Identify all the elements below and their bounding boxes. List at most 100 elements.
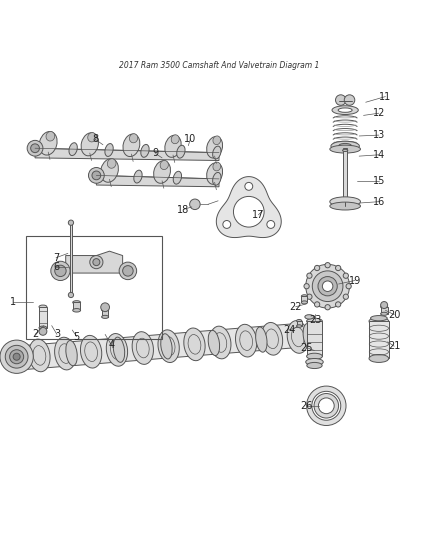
Ellipse shape (171, 135, 179, 144)
Ellipse shape (297, 325, 302, 327)
Ellipse shape (29, 339, 50, 372)
Ellipse shape (207, 163, 223, 184)
Ellipse shape (177, 146, 185, 158)
Ellipse shape (305, 314, 314, 319)
Text: 25: 25 (300, 343, 313, 352)
Polygon shape (26, 324, 298, 369)
Text: 22: 22 (290, 302, 302, 312)
Ellipse shape (105, 143, 113, 156)
Ellipse shape (130, 134, 138, 143)
Circle shape (318, 277, 337, 296)
Text: 7: 7 (53, 253, 59, 263)
Ellipse shape (94, 169, 103, 182)
Circle shape (39, 327, 47, 335)
Ellipse shape (213, 136, 221, 144)
Ellipse shape (307, 318, 322, 324)
Ellipse shape (102, 316, 109, 318)
Ellipse shape (330, 145, 360, 153)
Ellipse shape (134, 170, 142, 183)
Circle shape (381, 302, 388, 309)
Circle shape (190, 199, 200, 209)
Ellipse shape (371, 316, 387, 321)
Circle shape (101, 303, 110, 312)
Circle shape (93, 259, 100, 265)
Circle shape (314, 265, 320, 271)
Ellipse shape (343, 149, 348, 151)
Ellipse shape (256, 327, 267, 352)
Ellipse shape (261, 322, 283, 355)
Circle shape (307, 294, 312, 300)
Ellipse shape (307, 353, 322, 359)
Text: 15: 15 (373, 176, 385, 186)
Text: 17: 17 (252, 210, 265, 220)
Ellipse shape (141, 144, 149, 157)
Ellipse shape (154, 161, 170, 183)
Circle shape (68, 220, 74, 225)
Text: 8: 8 (92, 134, 99, 144)
Circle shape (90, 255, 103, 269)
Text: 3: 3 (54, 329, 60, 340)
Ellipse shape (39, 132, 57, 155)
Ellipse shape (331, 141, 359, 151)
Circle shape (307, 273, 312, 278)
Ellipse shape (307, 362, 322, 368)
Polygon shape (35, 148, 219, 160)
Circle shape (307, 386, 346, 425)
Circle shape (312, 391, 341, 420)
Text: 2017 Ram 3500 Camshaft And Valvetrain Diagram 1: 2017 Ram 3500 Camshaft And Valvetrain Di… (119, 61, 319, 70)
Ellipse shape (158, 330, 179, 362)
Polygon shape (57, 251, 131, 275)
Ellipse shape (39, 326, 47, 329)
Ellipse shape (73, 309, 81, 312)
Ellipse shape (132, 332, 153, 365)
Text: 19: 19 (349, 276, 361, 286)
Ellipse shape (208, 330, 219, 356)
Bar (343, 148, 347, 201)
Ellipse shape (81, 133, 99, 156)
Text: 18: 18 (177, 205, 189, 215)
Circle shape (344, 95, 355, 106)
Circle shape (55, 265, 66, 277)
Circle shape (10, 350, 24, 364)
Bar (39, 307, 47, 328)
Ellipse shape (101, 159, 118, 182)
Circle shape (346, 284, 351, 289)
Ellipse shape (301, 295, 307, 298)
Bar (301, 296, 307, 302)
Circle shape (336, 95, 346, 106)
Circle shape (343, 294, 349, 300)
Ellipse shape (339, 143, 352, 149)
Ellipse shape (297, 319, 302, 322)
Ellipse shape (66, 341, 77, 366)
Ellipse shape (369, 354, 389, 362)
Ellipse shape (212, 146, 221, 159)
Ellipse shape (123, 134, 140, 157)
Ellipse shape (46, 132, 55, 141)
Bar (307, 321, 322, 356)
Circle shape (312, 271, 343, 302)
Text: 20: 20 (388, 310, 400, 320)
Text: 26: 26 (300, 401, 313, 411)
Ellipse shape (306, 359, 323, 366)
Text: 13: 13 (373, 130, 385, 140)
Circle shape (5, 345, 28, 368)
Circle shape (123, 265, 133, 276)
Text: 14: 14 (373, 150, 385, 160)
Circle shape (314, 302, 320, 307)
Ellipse shape (18, 344, 30, 369)
Ellipse shape (165, 135, 181, 157)
Text: 24: 24 (283, 325, 295, 335)
Ellipse shape (332, 106, 358, 115)
Ellipse shape (39, 305, 47, 309)
Ellipse shape (287, 321, 308, 353)
Text: 10: 10 (184, 134, 197, 143)
Bar (381, 307, 388, 314)
Circle shape (306, 264, 350, 308)
Ellipse shape (88, 133, 96, 142)
Circle shape (88, 167, 104, 183)
Text: 2: 2 (32, 329, 38, 340)
Text: 16: 16 (373, 197, 385, 207)
Text: 5: 5 (74, 332, 80, 342)
Ellipse shape (161, 334, 172, 359)
Ellipse shape (106, 334, 127, 366)
